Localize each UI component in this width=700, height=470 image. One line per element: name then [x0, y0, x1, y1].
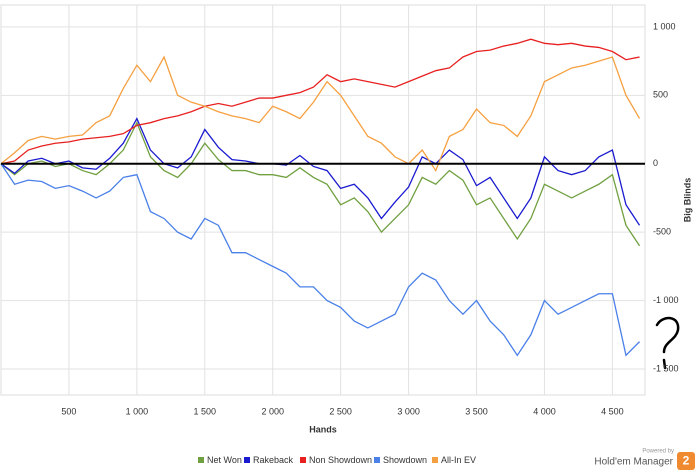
- logo-badge-bg: [677, 452, 695, 470]
- x-tick-label: 1 500: [194, 406, 217, 416]
- y-axis-label: Big Blinds: [682, 178, 692, 223]
- x-tick-label: 3 000: [397, 406, 420, 416]
- legend-label: All-In EV: [441, 455, 476, 465]
- series-line: [0, 117, 641, 226]
- x-tick-label: 4 000: [533, 406, 556, 416]
- x-tick-label: 3 500: [465, 406, 488, 416]
- y-tick-label: 1 000: [653, 21, 676, 31]
- x-tick-label: 1 000: [126, 406, 149, 416]
- logo-text: Hold'em Manager: [594, 457, 673, 468]
- logo-caption: Powered by: [642, 449, 674, 455]
- y-tick-label: 500: [653, 90, 668, 100]
- legend-swatch: [300, 457, 306, 463]
- legend-swatch: [374, 457, 380, 463]
- plot-area: [0, 4, 646, 396]
- y-tick-label: -1 500: [653, 363, 679, 373]
- y-tick-label: -1 000: [653, 295, 679, 305]
- x-tick-label: 500: [61, 406, 76, 416]
- legend-label: Rakeback: [253, 455, 294, 465]
- x-axis-label: Hands: [309, 424, 337, 434]
- series-line: [0, 121, 641, 247]
- x-tick-label: 2 000: [261, 406, 284, 416]
- handwritten-question-mark: [655, 316, 680, 370]
- y-tick-label: 0: [653, 158, 658, 168]
- legend-swatch: [432, 457, 438, 463]
- series-line: [0, 38, 640, 165]
- legend-swatch: [198, 457, 204, 463]
- y-tick-label: -500: [653, 227, 671, 237]
- x-tick-label: 4 500: [601, 406, 624, 416]
- series-line: [0, 55, 641, 172]
- legend-label: Net Won: [207, 455, 242, 465]
- legend-swatch: [244, 457, 250, 463]
- legend-label: Showdown: [383, 455, 427, 465]
- legend-label: Non Showdown: [309, 455, 372, 465]
- x-tick-label: 2 500: [329, 406, 352, 416]
- logo-badge: 2: [683, 454, 690, 468]
- series-line: [0, 163, 641, 357]
